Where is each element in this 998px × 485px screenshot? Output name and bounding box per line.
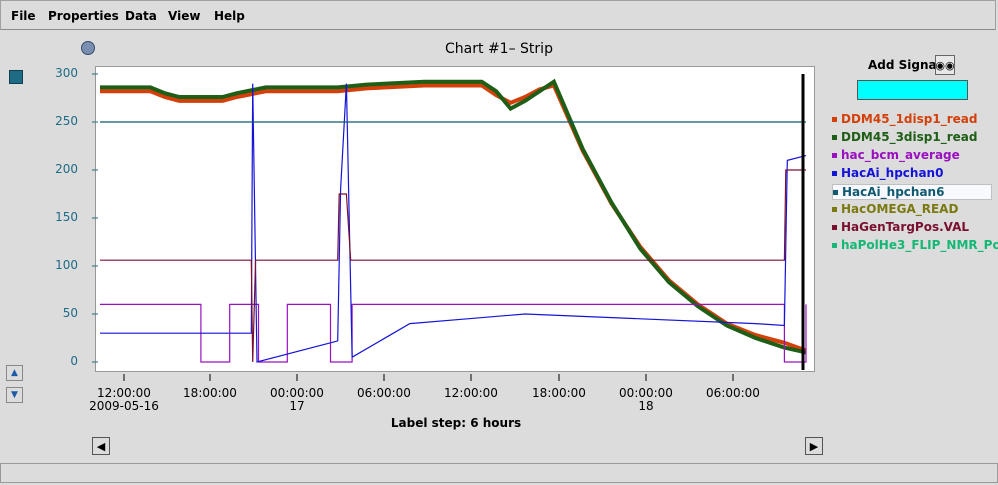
chart-title: Chart #1– Strip	[445, 41, 553, 57]
legend-item[interactable]: DDM45_1disp1_read	[832, 112, 977, 126]
menu-properties[interactable]: Properties	[48, 9, 119, 23]
chart-options-icon[interactable]	[81, 41, 95, 55]
legend-label: HacAi_hpchan6	[842, 185, 945, 199]
arrow-up-icon: ▲	[11, 368, 18, 378]
scroll-down-button[interactable]: ▼	[6, 387, 23, 403]
scroll-left-button[interactable]: ◀	[92, 437, 110, 455]
y-tick-label: 250	[55, 114, 78, 128]
add-signal-label: Add Signal	[868, 58, 941, 72]
series-line	[100, 83, 807, 363]
legend-item[interactable]: HacAi_hpchan6	[832, 184, 992, 200]
legend-color-swatch	[832, 207, 837, 212]
x-tick-label: 00:00:00	[270, 386, 324, 400]
legend-label: HacAi_hpchan0	[841, 166, 944, 180]
legend-label: DDM45_1disp1_read	[841, 112, 978, 126]
x-tick-label: 00:00:00	[619, 386, 673, 400]
legend-item[interactable]: haPolHe3_FLIP_NMR_Pol	[832, 238, 998, 252]
x-tick-date-label: 18	[638, 399, 654, 413]
series-line	[100, 169, 806, 363]
arrow-right-icon: ▶	[809, 439, 819, 453]
legend-label: HacOMEGA_READ	[841, 202, 959, 216]
legend-color-swatch	[832, 153, 837, 158]
label-step: Label step: 6 hours	[390, 416, 522, 430]
series-line	[100, 78, 807, 355]
add-signal-input[interactable]	[857, 80, 968, 100]
legend-item[interactable]: HaGenTargPos.VAL	[832, 220, 969, 234]
x-tick-label: 12:00:00	[444, 386, 498, 400]
horizontal-scrollbar[interactable]: ◀ ▶	[92, 437, 823, 455]
legend-color-swatch	[832, 117, 837, 122]
legend-color-swatch	[832, 171, 837, 176]
arrow-down-icon: ▼	[11, 390, 18, 400]
y-tick-label: 0	[70, 354, 78, 368]
legend-label: HaGenTargPos.VAL	[841, 220, 970, 234]
axis-color-square-icon[interactable]	[9, 70, 23, 84]
x-tick-date-label: 2009-05-16	[89, 399, 159, 413]
binoculars-icon[interactable]: ◉◉	[935, 55, 955, 75]
y-tick-label: 300	[55, 66, 78, 80]
x-tick-label: 06:00:00	[357, 386, 411, 400]
x-tick-label: 12:00:00	[97, 386, 151, 400]
legend-item[interactable]: hac_bcm_average	[832, 148, 960, 162]
y-tick-label: 100	[55, 258, 78, 272]
y-tick-label: 200	[55, 162, 78, 176]
scroll-right-button[interactable]: ▶	[805, 437, 823, 455]
x-tick-label: 18:00:00	[183, 386, 237, 400]
arrow-left-icon: ◀	[96, 439, 106, 453]
legend-color-swatch	[832, 225, 837, 230]
x-tick-label: 06:00:00	[706, 386, 760, 400]
scroll-up-button[interactable]: ▲	[6, 365, 23, 381]
menu-bar: File Properties Data View Help	[0, 0, 996, 30]
legend-label: DDM45_3disp1_read	[841, 130, 978, 144]
y-tick-label: 150	[55, 210, 78, 224]
legend-color-swatch	[832, 243, 837, 248]
series-line	[100, 83, 807, 353]
legend-label: haPolHe3_FLIP_NMR_Pol	[841, 238, 998, 252]
legend-color-swatch	[833, 190, 838, 195]
y-tick-label: 50	[62, 306, 78, 320]
menu-view[interactable]: View	[168, 9, 201, 23]
legend-label: hac_bcm_average	[841, 148, 960, 162]
menu-data[interactable]: Data	[125, 9, 157, 23]
x-tick-label: 18:00:00	[532, 386, 586, 400]
x-tick-date-label: 17	[289, 399, 305, 413]
menu-help[interactable]: Help	[214, 9, 245, 23]
legend-item[interactable]: HacAi_hpchan0	[832, 166, 943, 180]
legend-item[interactable]: HacOMEGA_READ	[832, 202, 958, 216]
legend-color-swatch	[832, 135, 837, 140]
status-bar	[0, 463, 998, 483]
menu-file[interactable]: File	[11, 9, 36, 23]
legend-item[interactable]: DDM45_3disp1_read	[832, 130, 977, 144]
